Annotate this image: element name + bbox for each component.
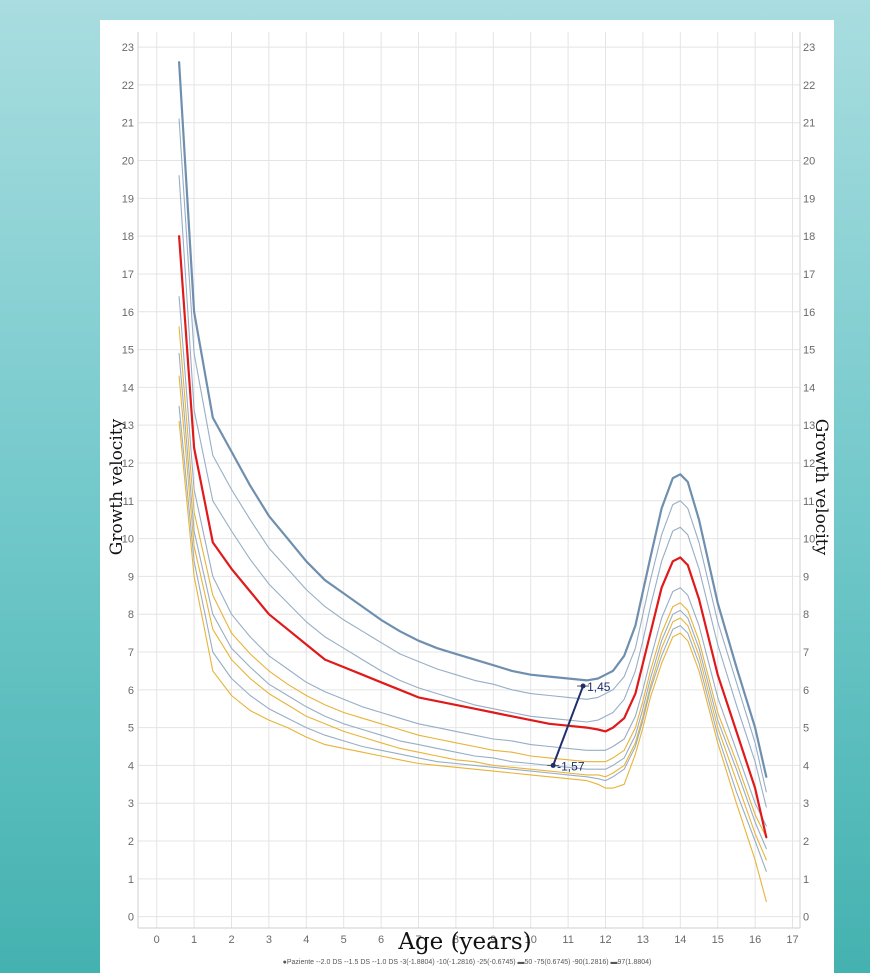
y-tick-label-left: 21	[122, 118, 134, 130]
y-tick-label-right: 15	[803, 345, 815, 357]
y-tick-label-left: 0	[128, 912, 134, 924]
x-tick-label: 15	[712, 934, 724, 946]
y-tick-label-right: 0	[803, 912, 809, 924]
x-tick-label: 3	[266, 934, 272, 946]
y-tick-label-right: 21	[803, 118, 815, 130]
y-tick-label-left: 20	[122, 156, 134, 168]
x-tick-label: 1	[191, 934, 197, 946]
y-tick-label-right: 8	[803, 609, 809, 621]
y-tick-label-right: 5	[803, 723, 809, 735]
y-tick-label-right: 11	[803, 496, 814, 508]
series-line-3-1-8804	[178, 405, 767, 872]
y-tick-label-left: 15	[122, 345, 134, 357]
y-tick-label-right: 23	[803, 42, 815, 54]
legend: ●Paziente --2.0 DS --1.5 DS --1.0 DS -3(…	[283, 959, 652, 966]
y-tick-label-left: 18	[122, 231, 134, 243]
x-tick-label: 13	[637, 934, 649, 946]
y-tick-label-left: 6	[128, 685, 134, 697]
y-tick-label-right: 13	[803, 420, 815, 432]
y-axis-label-left: Growth velocity	[107, 418, 127, 555]
y-tick-label-right: 22	[803, 80, 815, 92]
chart-panel: 0 1 2 3 4 5 6 7 8 9 10 11 12 13 14 15 16 17 18 19 20 21 22 23 0…	[100, 20, 834, 973]
patient-layer: -1,57 1,45	[547, 680, 611, 773]
x-tick-label: 0	[154, 934, 160, 946]
y-tick-label-right: 12	[803, 458, 815, 470]
y-tick-label-left: 5	[128, 723, 134, 735]
series-line-1-5-DS	[178, 375, 767, 861]
x-tick-label: 14	[674, 934, 686, 946]
y-tick-label-right: 2	[803, 836, 809, 848]
y-tick-label-left: 12	[122, 458, 134, 470]
series-line-2-0-DS	[178, 420, 767, 903]
series-line-1-0-DS	[178, 326, 767, 838]
y-tick-label-left: 3	[128, 798, 134, 810]
patient-line	[552, 685, 585, 766]
x-tick-label: 16	[749, 934, 761, 946]
y-tick-label-right: 7	[803, 647, 809, 659]
y-tick-label-right: 20	[803, 156, 815, 168]
patient-point-label: 1,45	[587, 680, 611, 694]
x-axis-ticks: 0 1 2 3 4 5 6 7 8 9 10 11 12 13 14 15 16 17	[154, 934, 799, 946]
y-tick-label-left: 17	[122, 269, 134, 281]
x-tick-label: 10	[525, 934, 537, 946]
x-tick-label: 11	[562, 934, 573, 946]
y-axis-label-right: Growth velocity	[811, 419, 831, 556]
x-tick-label: 2	[228, 934, 234, 946]
y-tick-label-left: 19	[122, 193, 134, 205]
y-tick-label-right: 19	[803, 193, 815, 205]
patient-point-label: -1,57	[557, 759, 585, 773]
x-tick-label: 7	[415, 934, 421, 946]
y-tick-label-left: 10	[122, 534, 134, 546]
y-tick-label-right: 18	[803, 231, 815, 243]
x-tick-label: 12	[599, 934, 611, 946]
series-line-10-1-2816	[178, 352, 767, 850]
x-tick-label: 5	[341, 934, 347, 946]
y-tick-label-left: 22	[122, 80, 134, 92]
series-layer	[177, 61, 768, 903]
y-tick-label-left: 2	[128, 836, 134, 848]
y-tick-label-left: 4	[128, 760, 134, 772]
y-tick-label-left: 8	[128, 609, 134, 621]
series-line-75-0-6745	[178, 175, 767, 808]
series-line-50	[177, 235, 768, 839]
y-tick-label-left: 16	[122, 307, 134, 319]
y-tick-label-left: 13	[122, 420, 134, 432]
y-tick-label-left: 7	[128, 647, 134, 659]
series-line-97-1-8804	[177, 61, 768, 778]
y-tick-label-left: 1	[128, 874, 134, 886]
series-line-25-0-6745	[178, 296, 767, 827]
patient-point[interactable]	[550, 762, 556, 768]
x-tick-label: 8	[453, 934, 459, 946]
y-tick-label-right: 14	[803, 382, 815, 394]
y-tick-label-right: 1	[803, 874, 809, 886]
y-tick-label-left: 23	[122, 42, 134, 54]
y-tick-label-right: 10	[803, 534, 815, 546]
x-tick-label: 9	[490, 934, 496, 946]
y-tick-label-left: 14	[122, 382, 134, 394]
x-axis-label: Age (years)	[397, 929, 531, 955]
y-tick-label-right: 17	[803, 269, 815, 281]
y-tick-label-right: 16	[803, 307, 815, 319]
patient-point[interactable]	[580, 683, 586, 689]
y-tick-label-right: 9	[803, 571, 809, 583]
grid-lines	[137, 32, 801, 929]
y-tick-label-right: 3	[803, 798, 809, 810]
y-tick-label-right: 6	[803, 685, 809, 697]
x-tick-label: 4	[303, 934, 309, 946]
series-line-90-1-2816	[178, 118, 767, 793]
y-tick-label-left: 11	[123, 496, 134, 508]
y-tick-label-right: 4	[803, 760, 809, 772]
x-tick-label: 6	[378, 934, 384, 946]
y-tick-label-left: 9	[128, 571, 134, 583]
x-tick-label: 17	[786, 934, 798, 946]
